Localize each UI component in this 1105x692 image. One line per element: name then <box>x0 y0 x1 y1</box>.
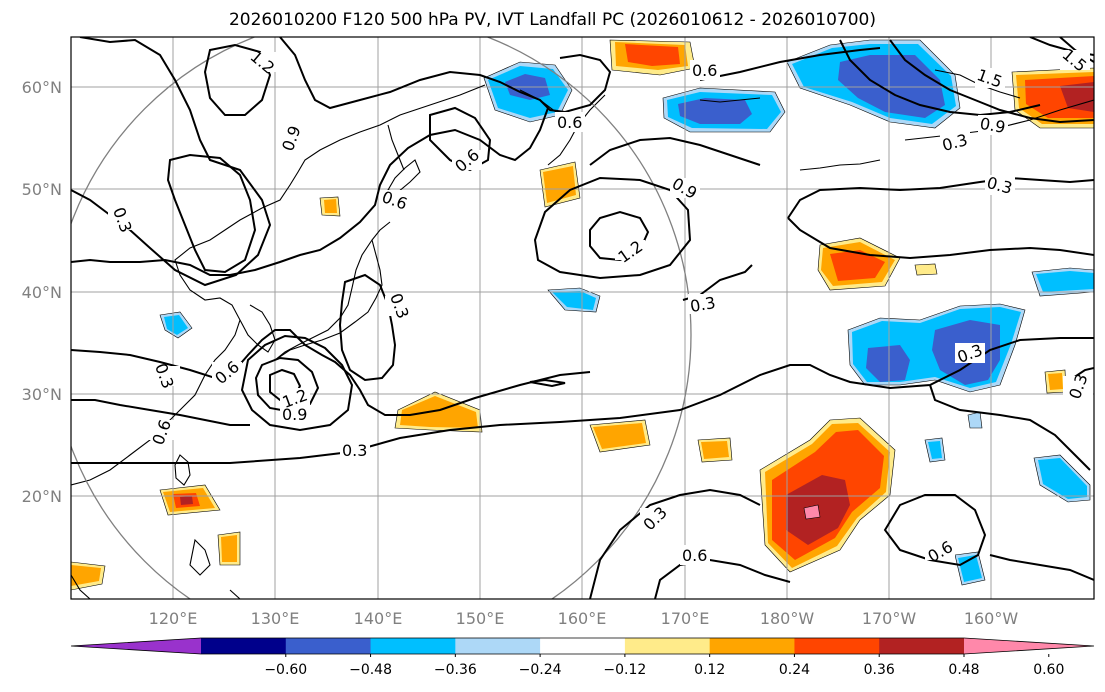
colorbar-segment <box>455 638 541 654</box>
colorbar-segment <box>709 638 795 654</box>
contour-label: 0.6 <box>692 61 717 80</box>
colorbar-segment <box>879 638 965 654</box>
shade-yellow-13 <box>914 263 938 276</box>
contour-label: 0.6 <box>682 546 707 565</box>
lon-tick-label: 160°E <box>558 609 607 628</box>
colorbar-tick-label: −0.48 <box>349 662 392 678</box>
colorbar-tick-label: −0.36 <box>434 662 477 678</box>
colorbar-segment <box>285 638 372 654</box>
contour-labels: 1.2 0.9 0.6 0.6 0.6 0.3 0.3 0.6 0.9 1.2 … <box>108 45 1093 566</box>
contour-label: 0.3 <box>1065 371 1092 401</box>
coastlines <box>71 69 1094 599</box>
lat-tick-label: 50°N <box>22 180 62 199</box>
lat-tick-label: 30°N <box>22 385 62 404</box>
contour-label: 0.9 <box>978 114 1006 137</box>
lon-tick-label: 130°E <box>251 609 300 628</box>
colorbar-tick-label: 0.60 <box>1033 662 1064 678</box>
lon-tick-label: 170°E <box>661 609 710 628</box>
colorbar-segment <box>540 638 626 654</box>
contour-label: 0.9 <box>278 123 305 153</box>
colorbar-tick-label: 0.24 <box>779 662 810 678</box>
colorbar-segment <box>370 638 456 654</box>
longitude-ticks: 120°E 130°E 140°E 150°E 160°E 170°E 180°… <box>149 609 1019 628</box>
lon-tick-label: 120°E <box>149 609 198 628</box>
lon-tick-label: 150°E <box>456 609 505 628</box>
colorbar-tick-label: 0.48 <box>948 662 979 678</box>
colorbar-tick-label: −0.12 <box>603 662 646 678</box>
latitude-ticks: 60°N 50°N 40°N 30°N 20°N <box>22 78 62 506</box>
contour-label: 0.6 <box>557 113 582 132</box>
colorbar-tick-label: 0.36 <box>864 662 895 678</box>
reference-circle <box>71 37 692 599</box>
colorbar-extend-high <box>964 638 1094 654</box>
contour-label: 1.2 <box>247 47 279 78</box>
colorbar-segment <box>624 638 711 654</box>
map-title: 2026010200 F120 500 hPa PV, IVT Landfall… <box>228 10 876 30</box>
lat-tick-label: 20°N <box>22 487 62 506</box>
colorbar: −0.60 −0.48 −0.36 −0.24 −0.12 0.12 0.24 0.36 0.4… <box>70 637 1095 678</box>
contour-label: 0.9 <box>282 405 307 424</box>
colorbar-segment <box>201 638 287 654</box>
colorbar-tick-label: 0.12 <box>694 662 725 678</box>
colorbar-extend-low <box>71 638 201 654</box>
colorbar-outline <box>70 637 1095 655</box>
contour-label: 0.3 <box>342 441 367 460</box>
lon-tick-label: 170°W <box>862 609 917 628</box>
lon-tick-label: 180°W <box>760 609 815 628</box>
lat-tick-label: 60°N <box>22 78 62 97</box>
contour-label: 0.3 <box>689 293 717 316</box>
lon-tick-label: 140°E <box>354 609 403 628</box>
colorbar-tick-label: −0.24 <box>519 662 562 678</box>
colorbar-tick-label: −0.60 <box>264 662 307 678</box>
ivt-shading <box>71 39 1094 591</box>
colorbar-segment <box>794 638 880 654</box>
map-frame <box>70 36 1095 600</box>
contour-label: 0.6 <box>451 145 483 176</box>
contour-label: 0.6 <box>211 357 243 388</box>
lon-tick-label: 160°W <box>964 609 1019 628</box>
contour-label: 0.3 <box>639 503 670 534</box>
lat-tick-label: 40°N <box>22 283 62 302</box>
